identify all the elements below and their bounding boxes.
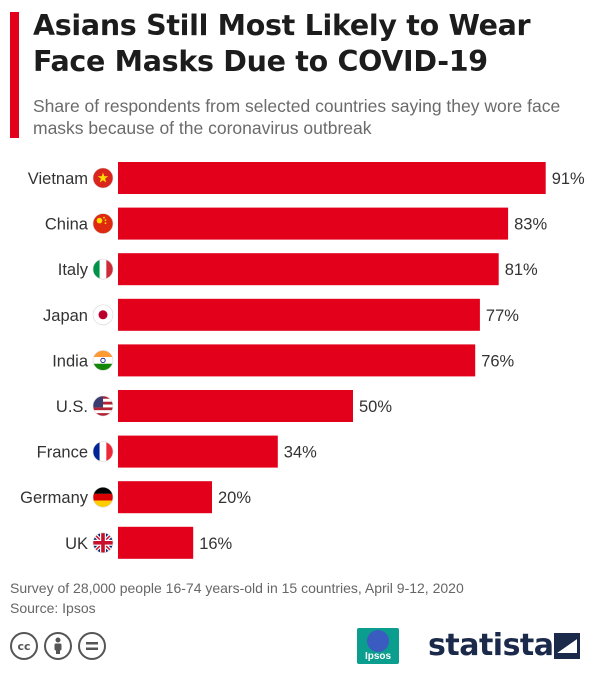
category-label: Japan xyxy=(43,307,88,325)
cc-icon[interactable]: cc xyxy=(10,632,38,660)
bar xyxy=(118,207,509,240)
bar xyxy=(118,526,194,559)
statista-logo-icon xyxy=(554,633,580,659)
vietnam-flag-icon xyxy=(92,167,114,189)
value-label: 76% xyxy=(481,352,514,370)
value-label: 20% xyxy=(218,489,251,507)
ipsos-logo-mark xyxy=(367,630,389,652)
india-flag-icon xyxy=(92,350,114,371)
category-label: Vietnam xyxy=(28,170,88,188)
nd-icon[interactable] xyxy=(78,632,106,660)
value-label: 83% xyxy=(514,216,547,234)
category-label: China xyxy=(45,216,89,234)
by-icon[interactable] xyxy=(44,632,72,660)
bar xyxy=(118,162,546,194)
category-label: India xyxy=(52,352,89,370)
survey-note: Survey of 28,000 people 16-74 years-old … xyxy=(10,580,464,596)
title-accent-bar xyxy=(10,12,19,138)
category-label: Italy xyxy=(58,261,89,279)
china-flag-icon xyxy=(92,213,114,234)
statista-logo-text[interactable]: statista xyxy=(428,628,554,663)
france-flag-icon xyxy=(92,441,114,462)
category-label: UK xyxy=(65,535,88,553)
uk-flag-icon xyxy=(92,532,114,554)
bar xyxy=(118,390,353,422)
value-label: 50% xyxy=(359,398,392,416)
chart-subtitle: Share of respondents from selected count… xyxy=(33,96,561,138)
ipsos-logo-text: Ipsos xyxy=(364,651,392,662)
value-label: 34% xyxy=(284,444,317,462)
chart-title: Asians Still Most Likely to Wear Face Ma… xyxy=(33,9,531,78)
category-label: Germany xyxy=(20,489,89,507)
bar xyxy=(118,253,499,286)
bar-chart: Vietnam 91% China 83% Italy 81% Japan 77% India 7… xyxy=(20,162,585,559)
license-icons: cc xyxy=(10,632,106,660)
italy-flag-icon xyxy=(92,258,114,280)
footnote: Survey of 28,000 people 16-74 years-old … xyxy=(10,578,464,618)
source-note: Source: Ipsos xyxy=(10,600,96,616)
value-label: 81% xyxy=(505,261,538,279)
bar xyxy=(118,344,476,377)
value-label: 16% xyxy=(199,535,232,553)
bar xyxy=(118,481,212,514)
ipsos-logo[interactable]: Ipsos xyxy=(357,628,399,664)
category-label: U.S. xyxy=(56,398,88,416)
japan-flag-icon xyxy=(92,304,114,326)
value-label: 91% xyxy=(552,170,585,188)
germany-flag-icon xyxy=(92,486,114,508)
category-label: France xyxy=(37,444,88,462)
bar xyxy=(118,435,278,468)
value-label: 77% xyxy=(486,307,519,325)
us-flag-icon xyxy=(92,395,114,417)
bar xyxy=(118,298,480,331)
